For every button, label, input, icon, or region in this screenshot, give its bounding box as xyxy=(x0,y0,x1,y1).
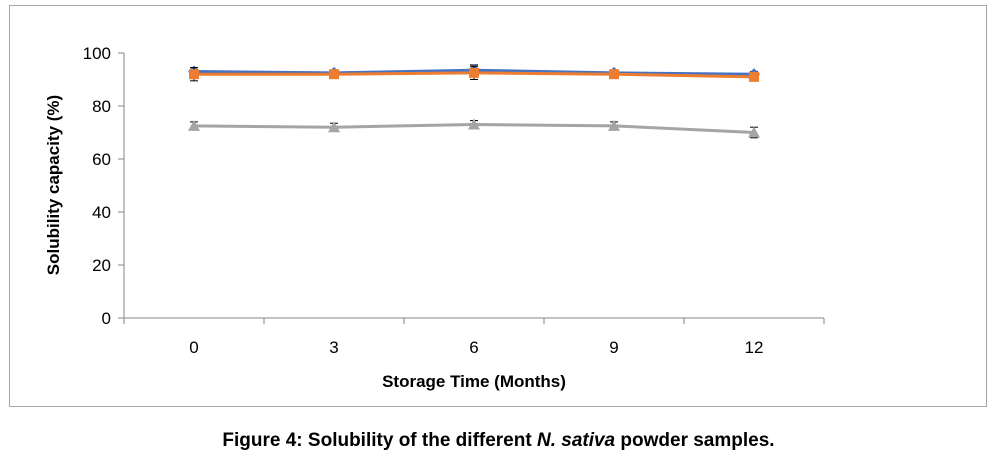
data-point xyxy=(328,121,340,133)
x-tick-label: 0 xyxy=(189,338,198,357)
x-tick-label: 12 xyxy=(745,338,764,357)
y-tick-label: 0 xyxy=(102,309,111,328)
data-point xyxy=(608,119,620,131)
series-2 xyxy=(189,65,759,82)
data-point xyxy=(329,69,339,80)
chart-frame: 0 20 40 60 80 100 0 3 6 9 12 Storage Time (Months)… xyxy=(9,5,987,407)
data-point xyxy=(189,69,199,80)
figure-caption: Figure 4: Solubility of the different N.… xyxy=(0,430,997,452)
data-point xyxy=(188,119,200,131)
y-axis-title: Solubility capacity (%) xyxy=(44,95,63,275)
data-point xyxy=(609,69,619,80)
y-tick-label: 20 xyxy=(92,256,111,275)
x-tick-label: 3 xyxy=(329,338,338,357)
y-tick-label: 100 xyxy=(83,44,111,63)
axes: 0 20 40 60 80 100 0 3 6 9 12 xyxy=(83,44,825,357)
y-tick-label: 80 xyxy=(92,97,111,116)
caption-suffix: powder samples. xyxy=(615,430,775,451)
data-point xyxy=(469,67,479,78)
x-tick-label: 9 xyxy=(609,338,618,357)
y-tick-label: 40 xyxy=(92,203,111,222)
caption-prefix: Figure 4: Solubility of the different xyxy=(222,430,537,451)
caption-species: N. sativa xyxy=(536,430,616,451)
x-axis-title: Storage Time (Months) xyxy=(382,372,566,391)
data-point xyxy=(468,118,480,130)
y-tick-label: 60 xyxy=(92,150,111,169)
series-layer xyxy=(188,64,760,139)
data-point xyxy=(748,126,760,138)
solubility-chart: 0 20 40 60 80 100 0 3 6 9 12 Storage Time (Months)… xyxy=(44,44,825,391)
data-point xyxy=(749,71,759,82)
series-3 xyxy=(188,118,760,139)
x-tick-label: 6 xyxy=(469,338,478,357)
